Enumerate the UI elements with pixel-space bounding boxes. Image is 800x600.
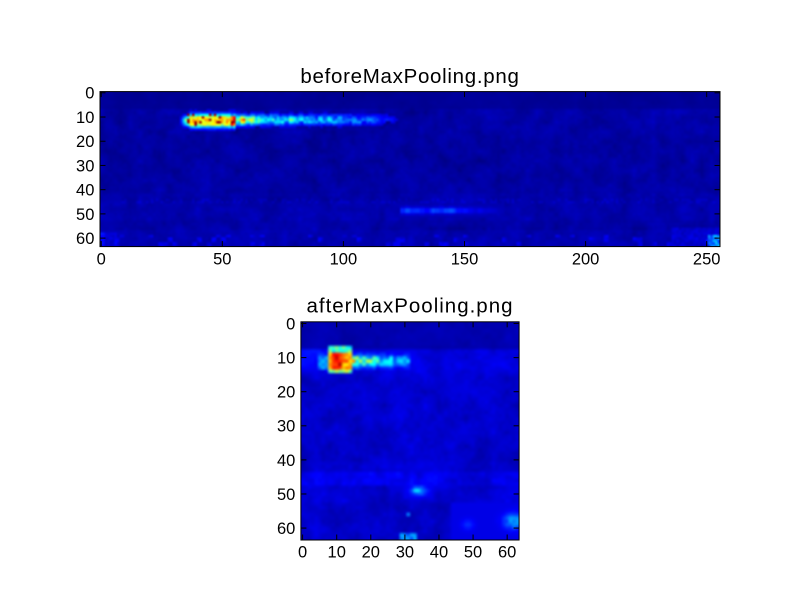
svg-text:20: 20 — [277, 384, 295, 402]
svg-text:afterMaxPooling.png: afterMaxPooling.png — [306, 295, 513, 318]
svg-text:250: 250 — [693, 250, 721, 268]
svg-text:150: 150 — [451, 250, 479, 268]
svg-text:50: 50 — [277, 486, 295, 504]
svg-text:60: 60 — [76, 230, 94, 248]
svg-text:40: 40 — [76, 182, 94, 200]
svg-text:10: 10 — [277, 350, 295, 368]
svg-text:60: 60 — [498, 544, 516, 562]
svg-text:30: 30 — [277, 418, 295, 436]
svg-text:30: 30 — [396, 544, 414, 562]
svg-text:60: 60 — [277, 520, 295, 538]
svg-text:10: 10 — [76, 109, 94, 127]
svg-text:20: 20 — [362, 544, 380, 562]
svg-text:10: 10 — [328, 544, 346, 562]
svg-text:40: 40 — [277, 452, 295, 470]
svg-text:20: 20 — [76, 133, 94, 151]
svg-text:30: 30 — [76, 157, 94, 175]
svg-text:50: 50 — [76, 206, 94, 224]
svg-text:0: 0 — [85, 85, 94, 103]
svg-text:200: 200 — [572, 250, 600, 268]
svg-text:50: 50 — [464, 544, 482, 562]
svg-text:0: 0 — [298, 544, 307, 562]
svg-text:0: 0 — [286, 315, 295, 333]
svg-text:40: 40 — [430, 544, 448, 562]
svg-text:100: 100 — [330, 250, 358, 268]
svg-text:0: 0 — [97, 250, 106, 268]
svg-text:50: 50 — [213, 250, 231, 268]
svg-text:beforeMaxPooling.png: beforeMaxPooling.png — [300, 65, 519, 88]
